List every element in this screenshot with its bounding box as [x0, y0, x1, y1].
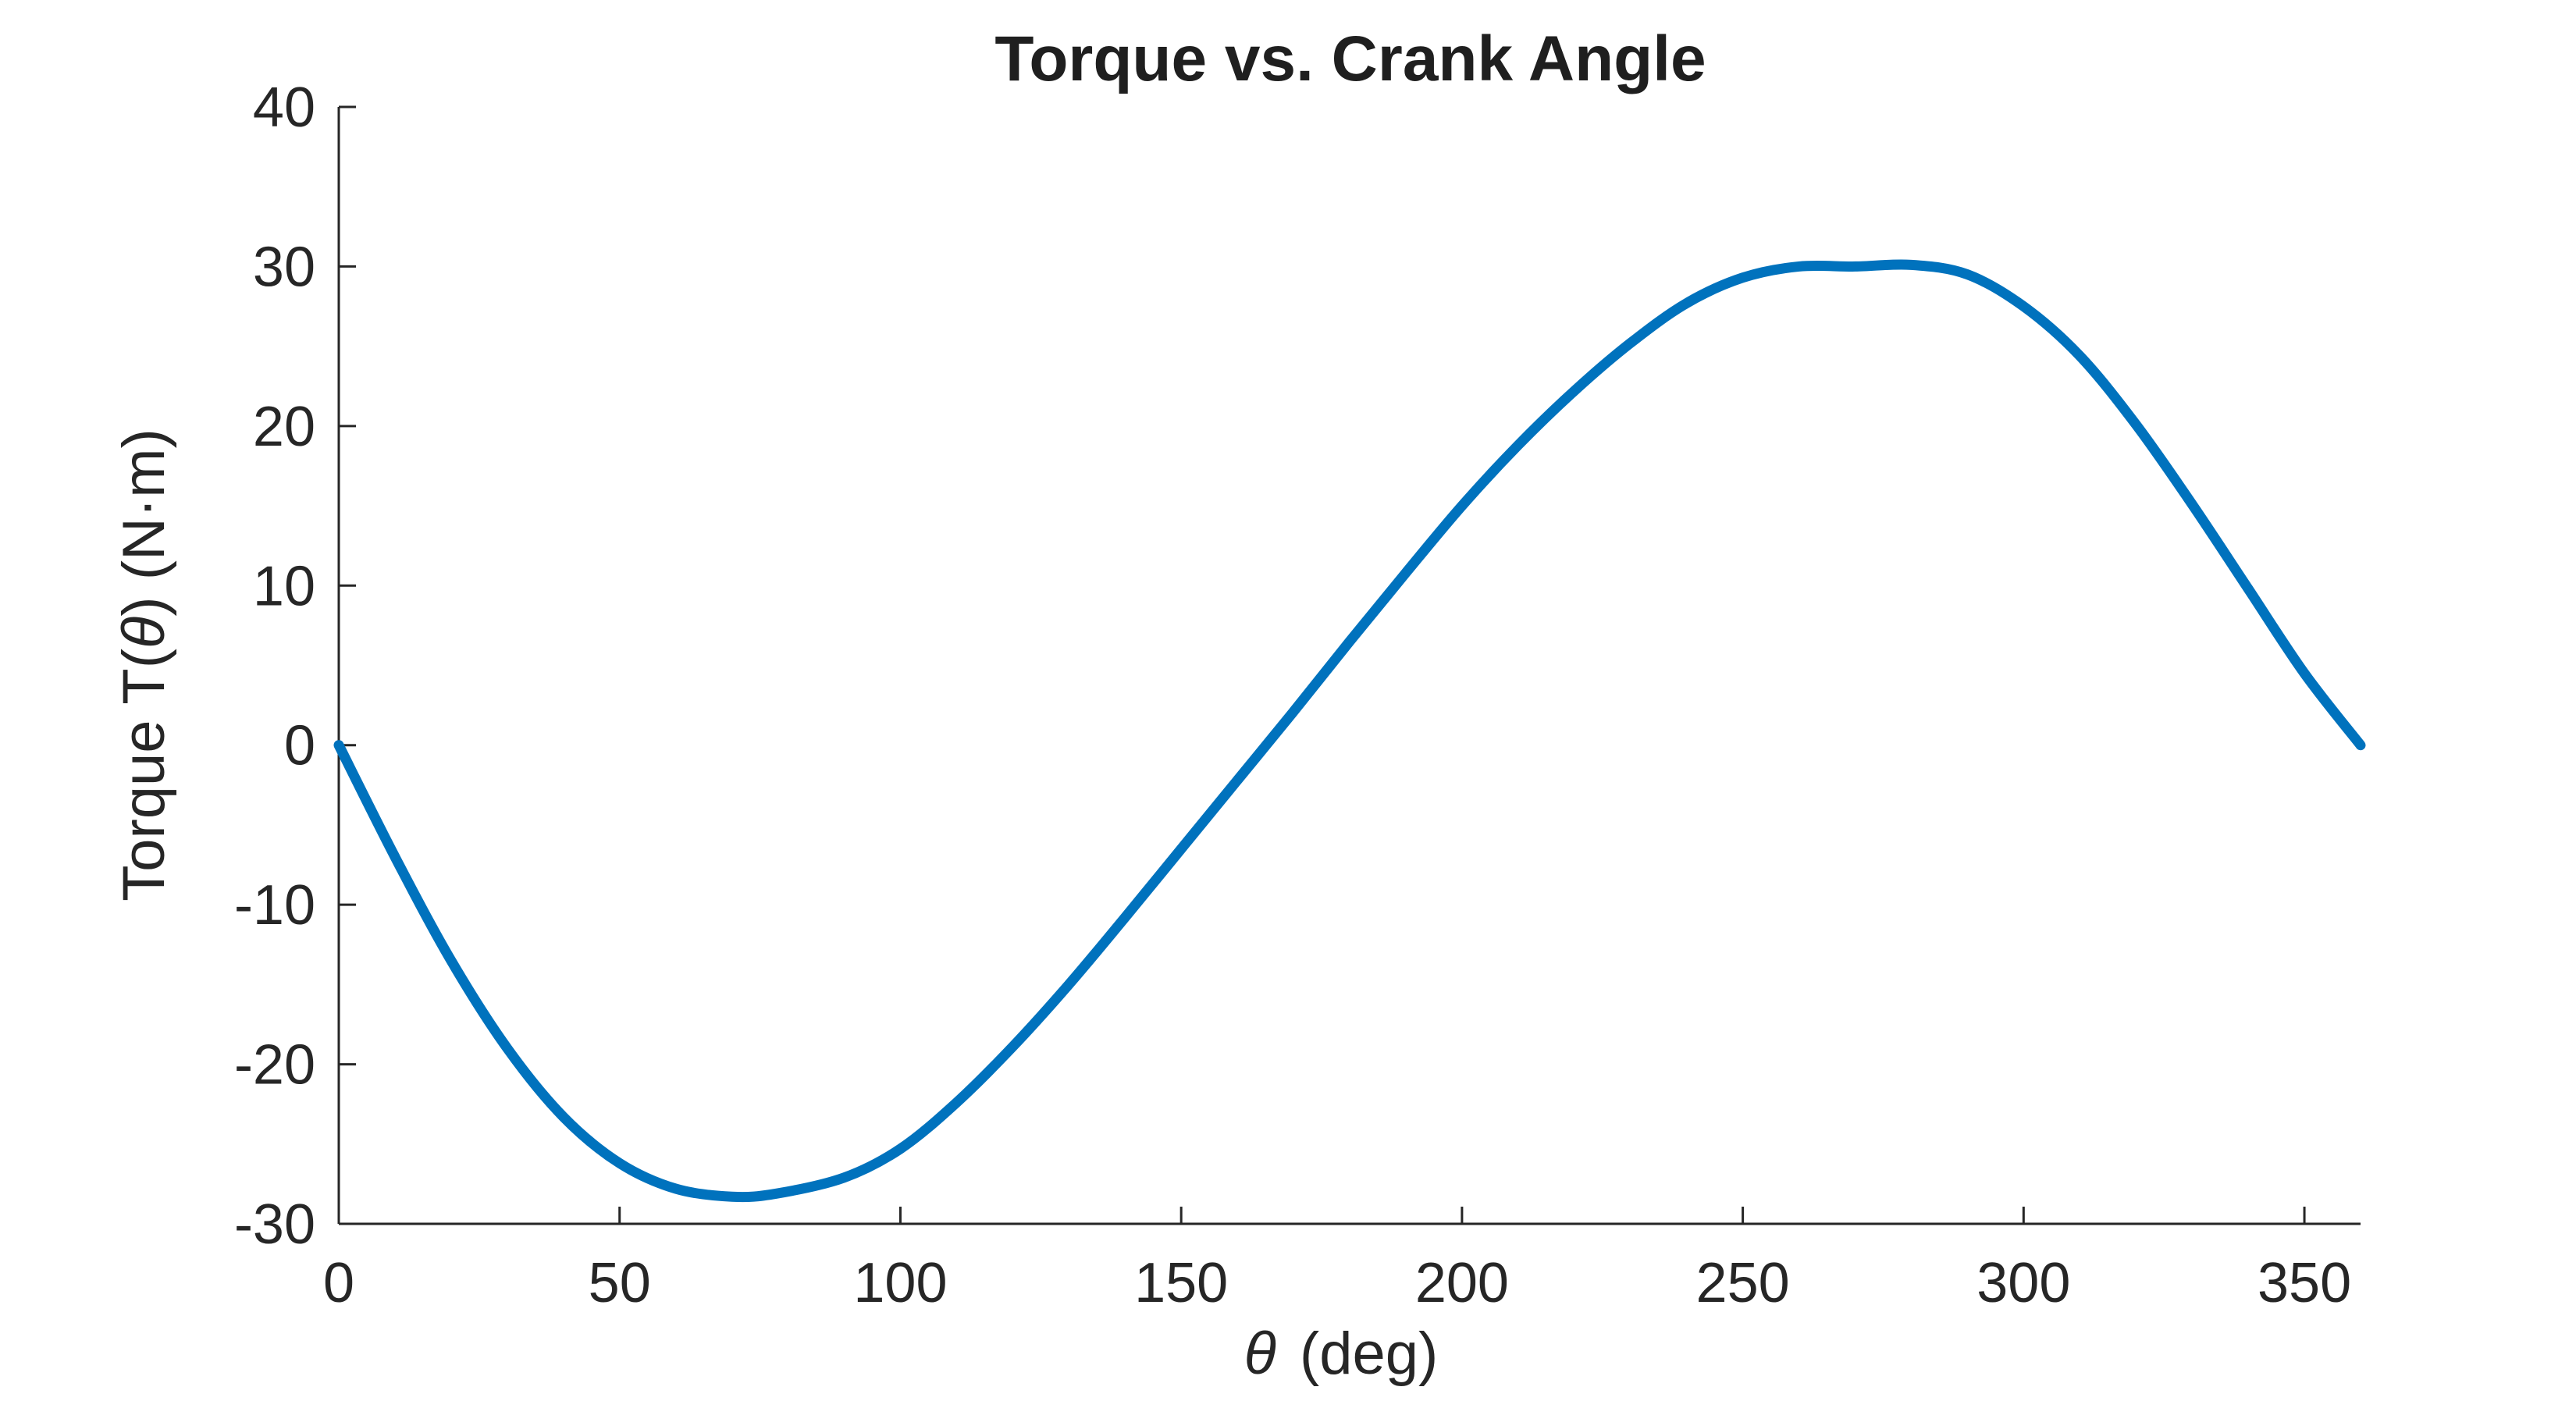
x-tick-label: 100	[853, 1252, 947, 1314]
plot-area: -30 -20 -10 0 10 20 30 40 0 50 100 150 200 250 300 350	[234, 76, 2366, 1314]
x-axis-ticks: 0 50 100 150 200 250 300 350	[323, 1207, 2351, 1314]
x-axis-label: θ (deg)	[1244, 1321, 1439, 1387]
y-axis-label-symbol: θ	[111, 617, 177, 649]
x-tick-label: 200	[1415, 1252, 1509, 1314]
y-axis-label-prefix: Torque T(	[111, 649, 177, 901]
y-tick-label: -30	[234, 1193, 315, 1256]
y-tick-label: -10	[234, 874, 315, 937]
y-tick-label: 0	[284, 715, 315, 777]
x-tick-label: 350	[2258, 1252, 2351, 1314]
torque-series-line	[333, 259, 2366, 1203]
y-axis-label-suffix: ) (N·m)	[111, 428, 177, 617]
y-axis-ticks: -30 -20 -10 0 10 20 30 40	[234, 76, 356, 1256]
x-axis-label-unit: (deg)	[1300, 1321, 1438, 1387]
x-tick-label: 0	[323, 1252, 354, 1314]
y-axis-label: Torque T(θ) (N·m)	[111, 428, 177, 901]
y-tick-label: 20	[253, 396, 315, 458]
x-tick-label: 50	[589, 1252, 651, 1314]
y-tick-label: 40	[253, 76, 315, 139]
x-tick-label: 250	[1696, 1252, 1790, 1314]
x-axis-label-symbol: θ	[1244, 1321, 1276, 1387]
chart-title: Torque vs. Crank Angle	[994, 23, 1706, 94]
y-tick-label: 30	[253, 236, 315, 298]
x-tick-label: 150	[1134, 1252, 1228, 1314]
series-layer	[333, 259, 2366, 1203]
y-tick-label: 10	[253, 555, 315, 617]
x-tick-label: 300	[1976, 1252, 2070, 1314]
y-tick-label: -20	[234, 1034, 315, 1097]
